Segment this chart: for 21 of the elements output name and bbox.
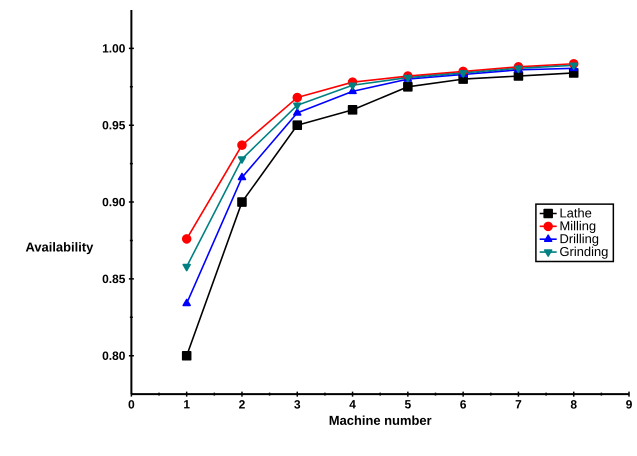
x-tick-label: 0 [128,400,134,409]
y-tick-label: 0.90 [102,198,125,206]
x-tick-label: 7 [516,400,522,408]
legend-label: Milling [560,220,596,234]
x-axis-title: Machine number [330,416,432,426]
y-tick-label: 0.85 [102,274,126,284]
y-tick-label: 1.00 [102,44,125,53]
legend-label: Drilling [560,234,598,246]
x-tick-label: 3 [294,400,300,409]
y-tick-label: 0.80 [102,352,125,360]
x-tick-label: 6 [460,400,466,409]
y-tick-label: 0.95 [102,121,126,130]
x-tick-label: 5 [404,400,411,409]
x-tick-label: 1 [184,400,190,408]
y-axis-title: Availability [26,242,94,254]
legend-label: Grinding [560,246,608,259]
legend-label: Lathe [560,208,592,218]
x-tick-label: 8 [570,400,577,409]
x-tick-label: 4 [349,400,356,408]
x-tick-label: 9 [626,400,632,409]
x-tick-label: 2 [239,400,245,409]
